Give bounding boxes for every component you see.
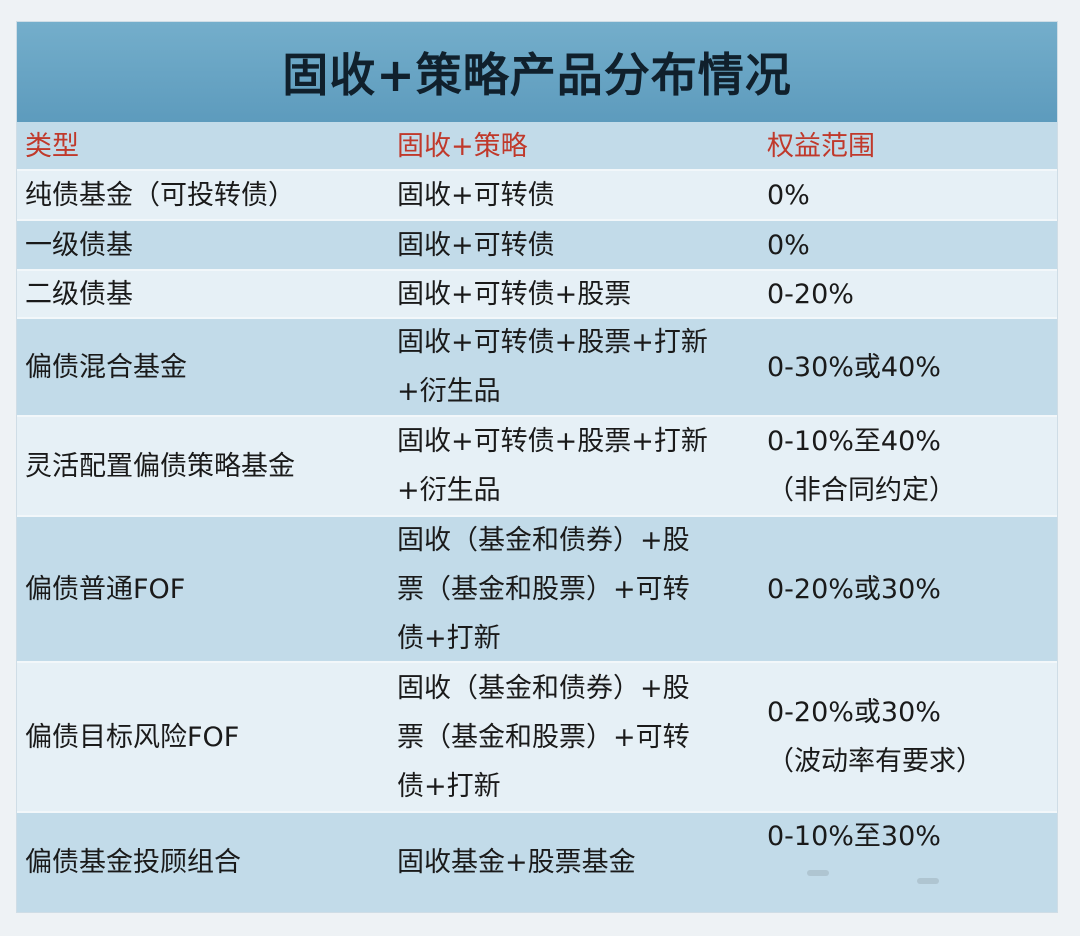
- row-strategy-line: 固收（基金和债券）+股: [397, 524, 690, 556]
- table-row: 二级债基 固收+可转债+股票 0-20%: [17, 270, 1057, 318]
- row-strategy-line: 固收（基金和债券）+股: [397, 672, 690, 704]
- row-strategy-line: 固收+可转债+股票: [397, 278, 632, 310]
- row-type: 偏债普通FOF: [25, 573, 186, 605]
- title-bar: 固收+策略产品分布情况: [17, 22, 1057, 122]
- row-equity: 0-20%: [767, 270, 1052, 318]
- row-equity-line: 0-10%至40%: [767, 426, 941, 457]
- row-equity-line: （波动率有要求）: [767, 746, 983, 777]
- table-row: 偏债目标风险FOF 固收（基金和债券）+股 票（基金和股票）+可转 债+打新 0…: [17, 662, 1057, 812]
- row-equity-line: 0-30%或40%: [767, 351, 941, 383]
- row-divider: [17, 169, 1057, 171]
- table-row: 偏债普通FOF 固收（基金和债券）+股 票（基金和股票）+可转 债+打新 0-2…: [17, 516, 1057, 662]
- row-strategy: 固收+可转债+股票+打新 +衍生品: [397, 318, 757, 416]
- row-equity: 0-10%至30%: [767, 812, 1052, 912]
- row-divider: [17, 269, 1057, 271]
- table-row: 一级债基 固收+可转债 0%: [17, 220, 1057, 270]
- row-strategy-line: 债+打新: [397, 622, 501, 654]
- row-equity: 0%: [767, 220, 1052, 270]
- row-strategy-line: 固收+可转债: [397, 179, 555, 211]
- table-row: 偏债基金投顾组合 固收基金+股票基金 0-10%至30%: [17, 812, 1057, 912]
- row-divider: [17, 317, 1057, 319]
- row-divider: [17, 811, 1057, 813]
- table-row: 偏债混合基金 固收+可转债+股票+打新 +衍生品 0-30%或40%: [17, 318, 1057, 416]
- row-strategy: 固收基金+股票基金: [397, 812, 757, 912]
- watermark-mark: [807, 870, 829, 876]
- row-strategy-line: +衍生品: [397, 475, 501, 506]
- table-row: 灵活配置偏债策略基金 固收+可转债+股票+打新 +衍生品 0-10%至40% （…: [17, 416, 1057, 516]
- row-divider: [17, 515, 1057, 517]
- header-strategy: 固收+策略: [397, 130, 528, 162]
- table-row: 纯债基金（可投转债） 固收+可转债 0%: [17, 170, 1057, 220]
- row-equity-line: 0%: [767, 179, 810, 211]
- row-equity: 0-10%至40% （非合同约定）: [767, 416, 1052, 516]
- row-strategy-line: 固收+可转债+股票+打新: [397, 426, 708, 457]
- row-type: 偏债目标风险FOF: [25, 721, 240, 753]
- row-strategy: 固收+可转债: [397, 220, 757, 270]
- row-equity-line: 0-10%至30%: [767, 821, 941, 852]
- table-card: 固收+策略产品分布情况 类型 固收+策略 权益范围 纯债基金（可投转债） 固收+…: [17, 22, 1057, 912]
- row-strategy: 固收+可转债+股票: [397, 270, 757, 318]
- row-strategy-line: 固收+可转债: [397, 229, 555, 261]
- row-strategy: 固收（基金和债券）+股 票（基金和股票）+可转 债+打新: [397, 662, 757, 812]
- row-equity-line: 0-20%或30%: [767, 573, 941, 605]
- page-title: 固收+策略产品分布情况: [282, 48, 792, 102]
- row-equity: 0-30%或40%: [767, 318, 1052, 416]
- row-type: 一级债基: [25, 229, 133, 261]
- row-strategy-line: 固收基金+股票基金: [397, 846, 636, 878]
- table-header-row: 类型 固收+策略 权益范围: [17, 122, 1057, 170]
- row-strategy: 固收（基金和债券）+股 票（基金和股票）+可转 债+打新: [397, 516, 757, 662]
- watermark-mark: [917, 878, 939, 884]
- row-divider: [17, 415, 1057, 417]
- row-type: 灵活配置偏债策略基金: [25, 450, 295, 482]
- row-strategy-line: 票（基金和股票）+可转: [397, 573, 690, 605]
- header-type: 类型: [25, 130, 79, 162]
- row-divider: [17, 661, 1057, 663]
- row-equity-line: 0-20%或30%: [767, 697, 941, 728]
- row-equity: 0%: [767, 170, 1052, 220]
- row-type: 偏债基金投顾组合: [25, 846, 241, 878]
- row-equity-line: 0-20%: [767, 278, 854, 310]
- row-equity-line: 0%: [767, 229, 810, 261]
- row-type: 二级债基: [25, 278, 133, 310]
- row-type: 偏债混合基金: [25, 351, 187, 383]
- row-strategy: 固收+可转债: [397, 170, 757, 220]
- header-equity: 权益范围: [767, 130, 875, 162]
- row-strategy: 固收+可转债+股票+打新 +衍生品: [397, 416, 757, 516]
- row-type: 纯债基金（可投转债）: [25, 179, 295, 211]
- row-equity: 0-20%或30%: [767, 516, 1052, 662]
- row-strategy-line: 票（基金和股票）+可转: [397, 721, 690, 753]
- row-strategy-line: 债+打新: [397, 770, 501, 802]
- row-equity-line: （非合同约定）: [767, 475, 956, 506]
- row-strategy-line: 固收+可转债+股票+打新: [397, 327, 708, 358]
- row-divider: [17, 219, 1057, 221]
- row-equity: 0-20%或30% （波动率有要求）: [767, 662, 1052, 812]
- row-strategy-line: +衍生品: [397, 376, 501, 407]
